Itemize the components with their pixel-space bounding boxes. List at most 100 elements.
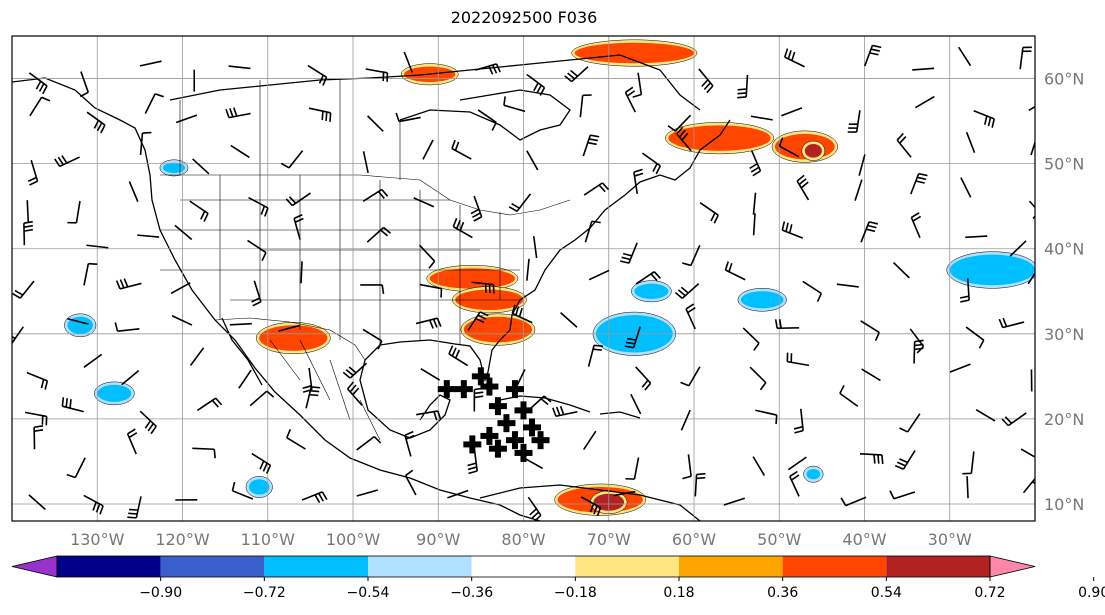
colorbar-extend-high <box>989 555 1036 578</box>
wind-barb <box>526 258 530 281</box>
anomaly-regions <box>64 39 1035 516</box>
wind-barb <box>228 65 251 70</box>
wind-barb <box>860 221 879 243</box>
colorbar-segment <box>57 556 161 577</box>
wind-barb <box>854 179 863 201</box>
wind-barb <box>796 174 810 201</box>
wind-barb <box>229 322 252 326</box>
lat-tick-label: 50°N <box>1044 155 1084 174</box>
wind-barb <box>83 262 98 286</box>
wind-barb <box>552 405 578 418</box>
wind-barb <box>912 67 935 71</box>
wind-barb <box>962 451 975 475</box>
wind-barb <box>1028 200 1035 220</box>
wind-barb <box>293 213 304 240</box>
colorbar-tick-label: 0.72 <box>974 585 1005 601</box>
wind-barb <box>778 137 800 158</box>
wind-barb <box>248 196 269 217</box>
wind-barb <box>749 366 767 391</box>
wind-barb <box>523 456 544 470</box>
colorbar-segment <box>575 556 679 577</box>
wind-barb <box>750 115 773 121</box>
wind-barb <box>28 494 46 511</box>
wind-barb <box>362 188 389 202</box>
wind-barb <box>949 363 971 373</box>
wind-barb <box>342 362 368 379</box>
mexico-states <box>269 339 381 441</box>
region-fill-1 <box>634 283 669 299</box>
colorbar-tick-label: −0.18 <box>554 585 597 601</box>
wind-barb <box>24 411 48 426</box>
us-canada-border <box>160 174 571 216</box>
wind-barb <box>126 428 138 455</box>
wind-barb <box>724 261 746 281</box>
wind-barb <box>914 95 935 109</box>
yucatan-coast <box>359 359 451 439</box>
wind-barb <box>139 410 157 435</box>
gulf-coast <box>364 119 731 383</box>
colorbar-tick-label: −0.54 <box>347 585 390 601</box>
wind-barb <box>624 326 642 349</box>
plus-marker-12 <box>488 439 507 458</box>
us-mexico-border <box>214 317 366 361</box>
wind-barb <box>676 126 692 152</box>
wind-barb <box>588 269 610 281</box>
canada-provinces <box>179 78 401 180</box>
wind-barb <box>910 172 928 195</box>
wind-barb <box>957 46 972 67</box>
wind-barb <box>781 221 804 239</box>
lat-tick-label: 20°N <box>1044 410 1084 429</box>
wind-barb <box>451 139 472 160</box>
wind-barb <box>66 457 86 479</box>
wind-barb <box>26 200 30 223</box>
wind-barb <box>511 304 533 324</box>
wind-barb <box>139 60 162 67</box>
lon-tick-label: 40°W <box>842 530 886 549</box>
wind-barb <box>894 450 916 470</box>
wind-barb <box>249 390 275 407</box>
state-lines <box>160 175 520 345</box>
wind-barb <box>192 158 210 175</box>
wind-barb <box>973 110 995 128</box>
wind-barb <box>860 320 880 342</box>
wind-barb <box>752 456 766 476</box>
wind-barb <box>909 328 925 354</box>
wind-barb <box>127 496 142 519</box>
wind-barb <box>477 109 497 131</box>
wind-barb <box>960 177 972 198</box>
wind-barb <box>66 317 89 325</box>
wind-barb <box>139 131 152 156</box>
colorbar-segment <box>471 556 576 577</box>
wind-barb <box>114 322 140 332</box>
wind-barb <box>422 139 434 160</box>
wind-barb <box>175 114 198 124</box>
lon-tick-label: 50°W <box>757 530 801 549</box>
lon-tick-label: 60°W <box>672 530 716 549</box>
wind-barb <box>137 234 160 238</box>
wind-barb <box>362 151 369 173</box>
wind-barb <box>667 114 692 132</box>
wind-barb <box>170 282 191 295</box>
wind-barb <box>413 197 435 208</box>
colorbar-segment <box>782 556 887 577</box>
wind-barb <box>965 326 985 349</box>
region-fill-7 <box>248 479 270 495</box>
wind-barb <box>23 220 34 246</box>
wind-barb <box>836 283 859 288</box>
wind-barb <box>698 68 714 94</box>
colorbar-tick-label: −0.36 <box>450 585 493 601</box>
wind-barb <box>632 72 643 98</box>
wind-barb <box>755 409 778 425</box>
wind-barb <box>308 107 332 122</box>
wind-barb <box>699 202 719 224</box>
wind-barb <box>404 469 417 496</box>
south-america <box>479 484 701 521</box>
wind-barb <box>694 472 706 497</box>
map-title: 2022092500 F036 <box>450 8 598 27</box>
wind-barb <box>356 489 379 497</box>
wind-barb <box>403 51 414 73</box>
wind-barb <box>278 324 300 332</box>
wind-barb <box>641 152 662 175</box>
region-fill-4 <box>97 384 132 402</box>
wind-barb <box>230 144 250 159</box>
